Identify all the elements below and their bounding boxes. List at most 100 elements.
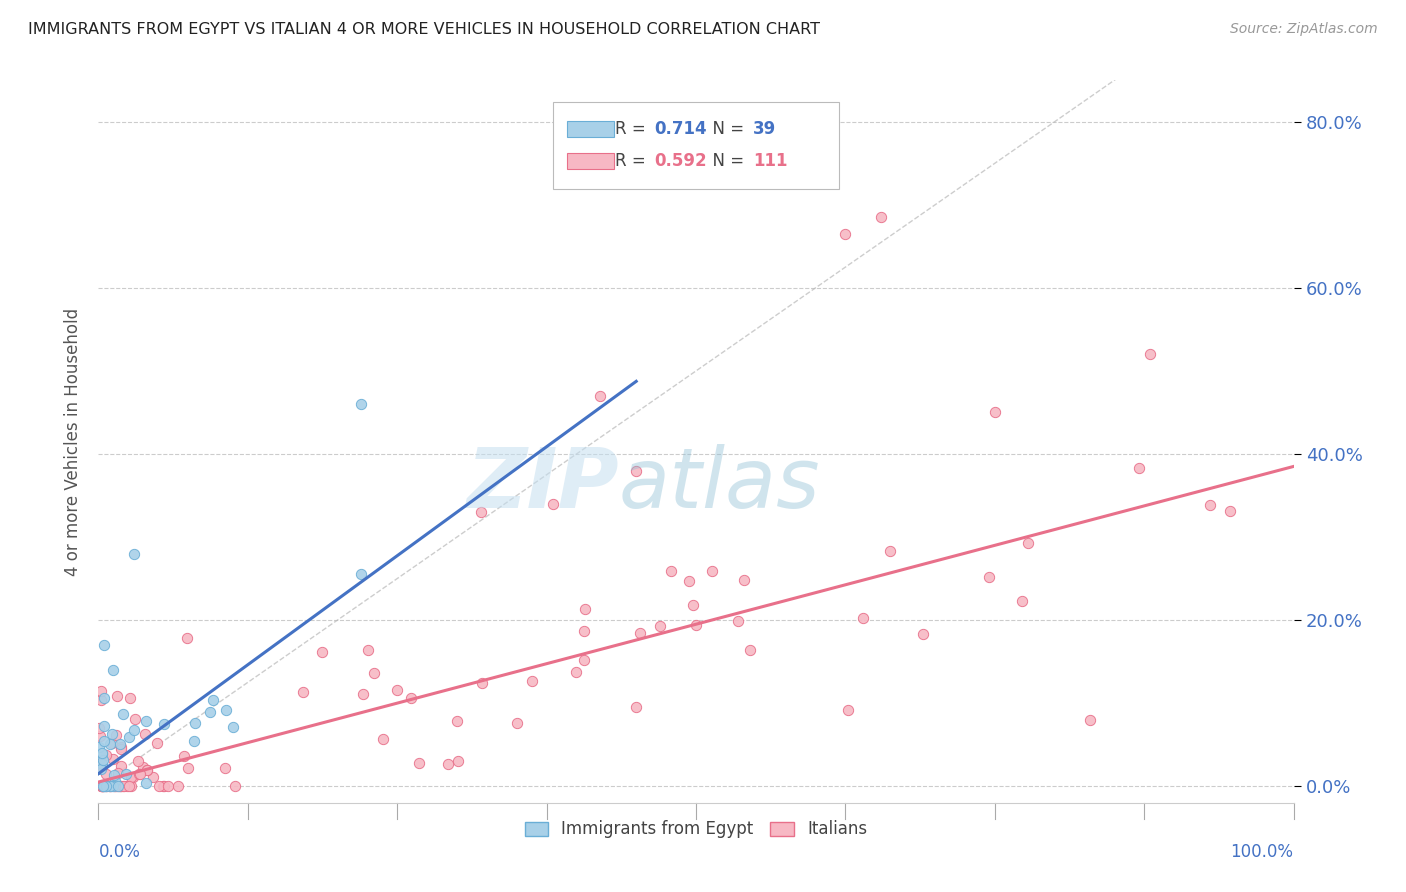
Point — [91, 779, 114, 793]
Point — [94, 779, 117, 793]
Text: 39: 39 — [754, 120, 776, 138]
Point — [110, 779, 132, 793]
Point — [90, 756, 112, 771]
Point — [852, 611, 875, 625]
Point — [89, 722, 111, 736]
Point — [136, 763, 159, 777]
Point — [350, 397, 373, 411]
Text: N =: N = — [702, 120, 749, 138]
Point — [110, 742, 132, 756]
Point — [659, 564, 682, 578]
Point — [408, 756, 430, 770]
Point — [357, 642, 380, 657]
Point — [114, 767, 136, 781]
Point — [93, 719, 115, 733]
Point — [115, 779, 138, 793]
Point — [97, 779, 120, 793]
Point — [520, 673, 543, 688]
Point — [1017, 535, 1039, 549]
Point — [176, 631, 198, 645]
Point — [120, 779, 142, 793]
Point — [101, 663, 124, 677]
Point — [157, 779, 180, 793]
Point — [112, 779, 135, 793]
Point — [87, 740, 110, 755]
Point — [734, 573, 756, 587]
Point — [103, 779, 125, 793]
Point — [363, 666, 385, 681]
Point — [108, 779, 131, 793]
Point — [107, 766, 129, 780]
Text: 0.714: 0.714 — [654, 120, 707, 138]
Point — [202, 693, 225, 707]
Point — [104, 728, 127, 742]
Point — [214, 761, 236, 775]
Text: 0.592: 0.592 — [654, 153, 707, 170]
Point — [93, 691, 115, 706]
Point — [173, 749, 195, 764]
Point — [870, 211, 893, 225]
Point — [107, 779, 129, 793]
Point — [626, 464, 648, 478]
Point — [628, 625, 651, 640]
Point — [90, 693, 112, 707]
Point — [96, 779, 118, 793]
Point — [101, 727, 124, 741]
Point — [108, 737, 131, 751]
Point — [1139, 347, 1161, 361]
Text: atlas: atlas — [619, 444, 820, 525]
Point — [101, 779, 124, 793]
Point — [90, 779, 112, 793]
Point — [90, 747, 112, 762]
Point — [215, 703, 238, 717]
Y-axis label: 4 or more Vehicles in Household: 4 or more Vehicles in Household — [65, 308, 83, 575]
Point — [107, 689, 129, 703]
Point — [589, 389, 612, 403]
Point — [94, 767, 117, 781]
Point — [90, 756, 112, 771]
Point — [93, 779, 115, 793]
Text: 0.0%: 0.0% — [98, 843, 141, 861]
Point — [135, 714, 157, 728]
Point — [727, 614, 749, 628]
Point — [124, 723, 146, 737]
FancyBboxPatch shape — [567, 153, 614, 169]
Text: 111: 111 — [754, 153, 787, 170]
Point — [198, 705, 221, 719]
Point — [222, 719, 245, 733]
Legend: Immigrants from Egypt, Italians: Immigrants from Egypt, Italians — [519, 814, 873, 845]
Point — [90, 747, 112, 761]
Point — [98, 737, 121, 751]
Text: R =: R = — [614, 120, 651, 138]
Point — [834, 227, 856, 241]
Point — [153, 717, 176, 731]
Point — [122, 771, 145, 785]
Point — [98, 779, 121, 793]
Point — [879, 543, 901, 558]
Point — [91, 779, 114, 793]
Point — [104, 779, 127, 793]
Point — [1080, 713, 1102, 727]
Point — [100, 779, 122, 793]
FancyBboxPatch shape — [553, 102, 839, 189]
Point — [152, 779, 174, 793]
Point — [626, 700, 648, 714]
Point — [98, 779, 121, 793]
Point — [678, 574, 700, 588]
Point — [702, 564, 724, 578]
Point — [101, 736, 124, 750]
Point — [146, 736, 169, 750]
Point — [1128, 461, 1150, 475]
Point — [90, 759, 112, 773]
Point — [142, 770, 165, 784]
Text: R =: R = — [614, 153, 651, 170]
Point — [124, 712, 146, 726]
Point — [385, 682, 409, 697]
Point — [1011, 594, 1033, 608]
Point — [574, 602, 596, 616]
Point — [166, 779, 188, 793]
Point — [112, 707, 135, 722]
Point — [111, 779, 134, 793]
Point — [565, 665, 588, 679]
Point — [572, 624, 595, 639]
